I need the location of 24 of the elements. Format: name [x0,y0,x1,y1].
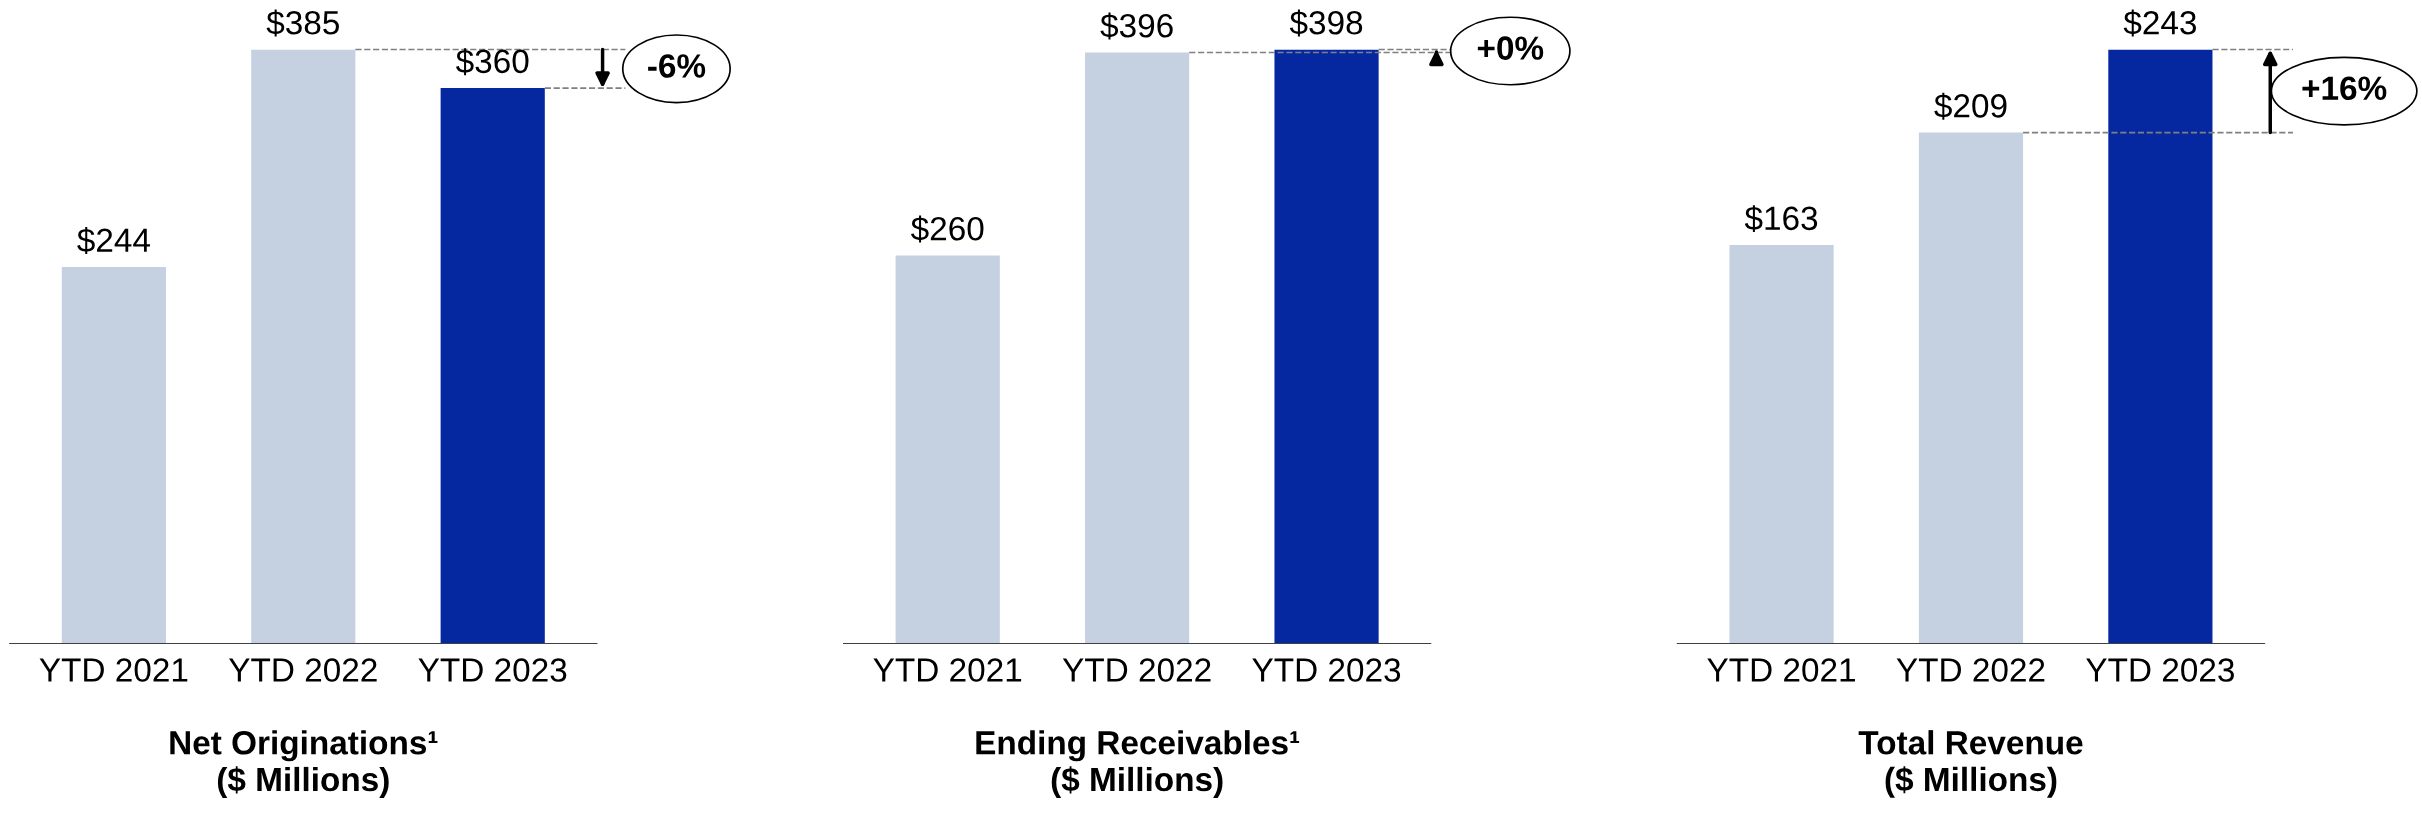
data-label: $209 [1934,92,2007,120]
x-axis-title: Total Revenue ($ Millions) [1858,730,2083,798]
x-axis-title: Ending Receivables¹ ($ Millions) [976,730,1300,798]
x-tick-label: YTD 2021 [873,658,1022,682]
data-label: $398 [1289,9,1363,37]
x-tick-label: YTD 2022 [1062,658,1211,682]
text: +16% [2302,76,2387,100]
x-tick-label: YTD 2021 [39,658,188,682]
x-tick-label: YTD 2023 [1252,658,1401,682]
data-label: $396 [1100,12,1173,40]
data-label: $385 [266,9,339,37]
x-tick-label: YTD 2022 [228,658,377,682]
x-tick-label: YTD 2022 [1896,658,2045,682]
x-axis-title: Net Originations¹ ($ Millions) [170,730,438,798]
data-label: $360 [456,48,529,76]
data-label: $260 [910,215,984,243]
data-label: $163 [1744,205,1818,233]
x-tick-label: YTD 2023 [418,658,567,682]
data-label: $243 [2123,9,2196,37]
x-tick-label: YTD 2021 [1707,658,1855,682]
text: -6% [648,54,706,78]
x-tick-label: YTD 2023 [2086,658,2234,682]
data-label: $244 [77,227,150,255]
text: +0% [1477,36,1544,60]
